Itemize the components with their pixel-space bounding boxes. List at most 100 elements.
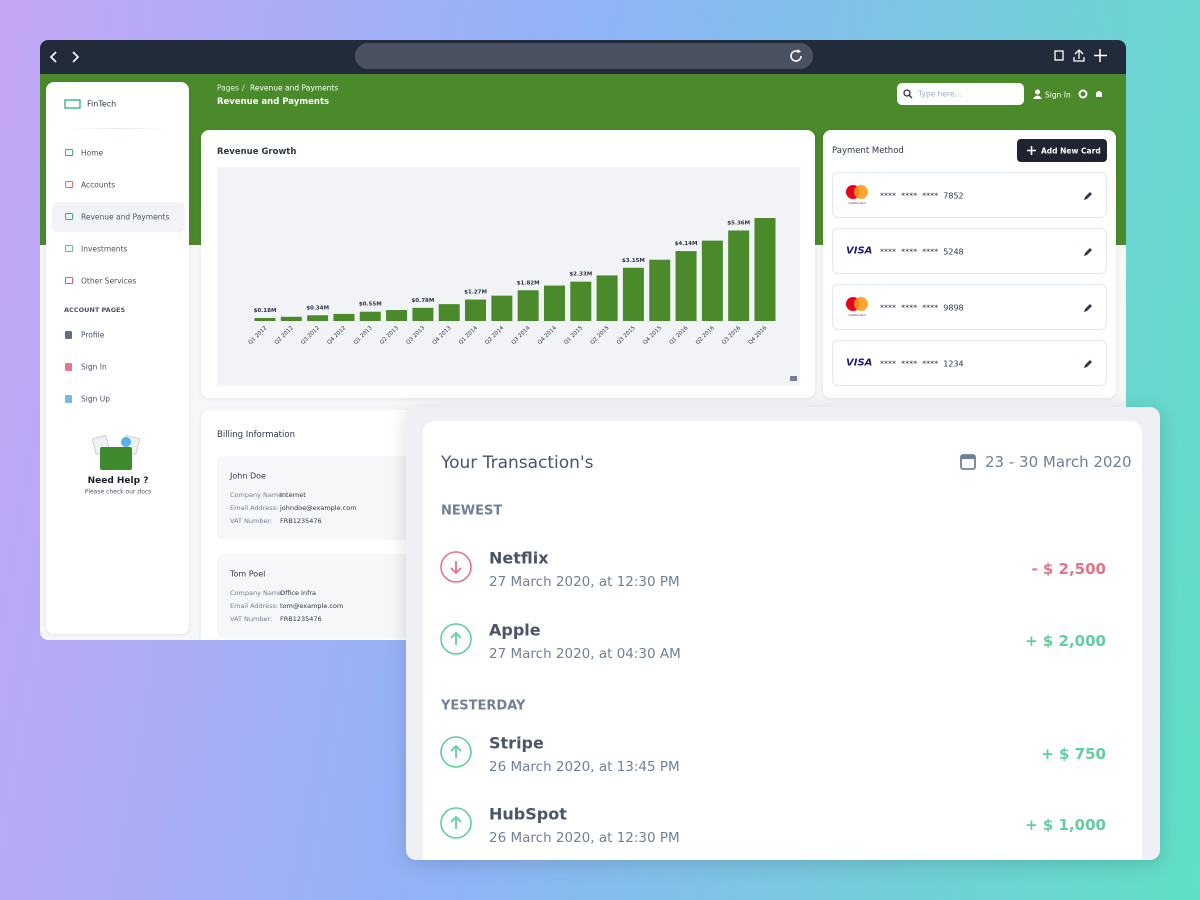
x-tick-label: Q2 2013 xyxy=(379,325,400,346)
bar xyxy=(491,295,513,321)
direction-icon xyxy=(440,623,472,655)
x-tick-label: Q1 2015 xyxy=(563,325,584,346)
card-row xyxy=(832,284,1107,330)
field-value: tom@example.com xyxy=(280,602,344,610)
nav-item[interactable]: Sign Up xyxy=(81,394,110,404)
billing-name: Tom Poel xyxy=(230,569,266,579)
payment-title: Payment Method xyxy=(832,146,904,156)
nav-item[interactable]: Revenue and Payments xyxy=(81,212,170,222)
breadcrumb-separator: / xyxy=(242,83,245,93)
x-tick-label: Q1 2014 xyxy=(458,325,479,346)
reload-icon[interactable] xyxy=(788,47,804,65)
edit-icon xyxy=(1084,248,1092,256)
mc-orange xyxy=(854,185,868,199)
data-label: $1.27M xyxy=(464,290,487,296)
pencil xyxy=(1084,248,1092,256)
page-title: Revenue and Payments xyxy=(217,97,330,107)
bar xyxy=(359,311,381,321)
field-label: Email Address: xyxy=(230,602,279,610)
bell xyxy=(1096,91,1102,97)
tx-name: HubSpot xyxy=(489,804,567,824)
bar xyxy=(465,299,487,321)
x-tick-label: Q3 2012 xyxy=(300,325,321,346)
search-box[interactable] xyxy=(897,83,1024,105)
card-logo: mastercard xyxy=(848,313,865,317)
direction-icon xyxy=(440,807,472,839)
icon-ring xyxy=(440,807,472,839)
browser-toolbar xyxy=(40,40,1126,74)
tx-name: Apple xyxy=(489,620,541,640)
sign-in-link[interactable]: Sign In xyxy=(1045,90,1071,100)
search-icon xyxy=(903,89,913,99)
card-number: **** **** **** 1234 xyxy=(880,359,964,369)
x-tick-label: Q2 2015 xyxy=(590,325,611,346)
card-number: **** **** **** 5248 xyxy=(880,247,964,257)
nav-item[interactable]: Accounts xyxy=(81,180,116,190)
x-tick-label: Q3 2015 xyxy=(616,325,637,346)
bar-chart: $0.18M Q1 2012 Q2 2012 $0.34M Q3 2012 Q4 2012… xyxy=(247,218,797,381)
sidebar xyxy=(46,82,189,634)
bar xyxy=(701,240,723,321)
nav-icon xyxy=(65,395,72,403)
lens xyxy=(903,89,911,97)
data-label: $0.78M xyxy=(411,298,434,304)
x-tick-label: Q4 2015 xyxy=(642,325,663,346)
tx-time: 27 March 2020, at 12:30 PM xyxy=(489,574,680,590)
tx-group-label: NEWEST xyxy=(441,503,503,519)
nav-item[interactable]: Sign In xyxy=(81,362,107,372)
address-bar[interactable] xyxy=(355,43,813,69)
nav-item[interactable]: Profile xyxy=(81,330,105,340)
tx-time: 26 March 2020, at 13:45 PM xyxy=(489,759,680,775)
tx-name: Stripe xyxy=(489,733,544,753)
nav-icon xyxy=(65,277,73,284)
transactions-card: Your Transaction's 23 - 30 March 2020 NEWE… xyxy=(423,421,1142,860)
tx-time: 26 March 2020, at 12:30 PM xyxy=(489,830,680,846)
x-tick-label: Q4 2012 xyxy=(326,325,347,346)
card-logo: mastercard xyxy=(848,201,865,205)
card-logo: VISA xyxy=(846,357,873,369)
bar xyxy=(517,290,539,321)
nav-item[interactable]: Investments xyxy=(81,244,128,254)
plus-icon xyxy=(1027,146,1036,155)
add-card-label[interactable]: Add New Card xyxy=(1041,146,1101,156)
bar xyxy=(596,275,618,321)
x-tick-label: Q1 2013 xyxy=(353,325,374,346)
mc-orange xyxy=(854,297,868,311)
bar xyxy=(333,313,355,321)
bar xyxy=(570,281,592,321)
folder xyxy=(100,447,132,470)
field-label: Company Name: xyxy=(230,491,285,499)
divider xyxy=(66,128,170,129)
tx-name: Netflix xyxy=(489,548,549,568)
nav-icon xyxy=(65,331,72,339)
mastercard-logo: mastercard xyxy=(846,297,868,317)
icon-ring xyxy=(440,623,472,655)
x-tick-label: Q3 2014 xyxy=(511,325,532,346)
x-tick-label: Q3 2013 xyxy=(405,325,426,346)
x-tick-label: Q3 2016 xyxy=(721,325,742,346)
data-label: $1.82M xyxy=(517,280,540,286)
data-label: $4.14M xyxy=(675,241,698,247)
x-tick-label: Q2 2016 xyxy=(695,325,716,346)
pencil xyxy=(1084,360,1092,368)
data-label: $3.15M xyxy=(622,258,645,264)
bar xyxy=(254,317,276,321)
arrow xyxy=(450,815,462,829)
nav-arrows[interactable] xyxy=(48,48,84,66)
tx-amount: - $ 2,500 xyxy=(1031,560,1106,578)
add-card-button[interactable] xyxy=(1017,139,1107,162)
browser-actions[interactable] xyxy=(1052,47,1122,65)
nav-active-bg xyxy=(52,202,185,232)
nav-item[interactable]: Home xyxy=(81,148,104,158)
edit-icon xyxy=(1084,192,1092,200)
bar xyxy=(386,310,408,321)
gear xyxy=(1078,89,1088,99)
logo-shape xyxy=(64,99,81,109)
nav-item[interactable]: Other Services xyxy=(81,276,137,286)
nav-icon xyxy=(65,363,72,371)
icon-ring xyxy=(440,736,472,768)
card-row xyxy=(832,172,1107,218)
body xyxy=(1033,95,1042,99)
help-illustration xyxy=(91,434,141,470)
